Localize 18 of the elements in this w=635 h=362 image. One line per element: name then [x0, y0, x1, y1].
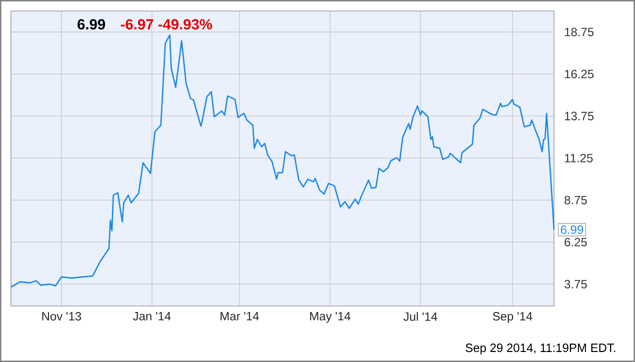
x-tick-label: Nov '13 [42, 312, 82, 321]
y-tick-label: 6.25 [564, 238, 587, 246]
annotation: 6.99 [560, 225, 584, 234]
y-tick-label: 8.75 [564, 196, 587, 204]
y-tick-label: 11.25 [564, 154, 593, 162]
x-tick-label: May '14 [310, 312, 350, 323]
y-tick-label: 13.75 [564, 112, 594, 120]
y-tick-label: 16.25 [564, 70, 594, 78]
y-tick-label: 3.75 [564, 280, 587, 288]
line-series [10, 34, 555, 288]
chart-title: 6.99 [78, 19, 106, 30]
y-tick-label: 18.75 [564, 28, 594, 36]
text: Sep 29 2014, 11:19PM EDT. [466, 344, 616, 354]
x-tick-label: Mar '14 [220, 312, 259, 320]
x-tick-label: Sep '14 [492, 312, 532, 323]
x-tick-label: Jul '14 [404, 312, 438, 321]
x-tick-label: Jan '14 [132, 312, 171, 320]
chart-subtitle: -6.97 -49.93% [120, 19, 212, 30]
